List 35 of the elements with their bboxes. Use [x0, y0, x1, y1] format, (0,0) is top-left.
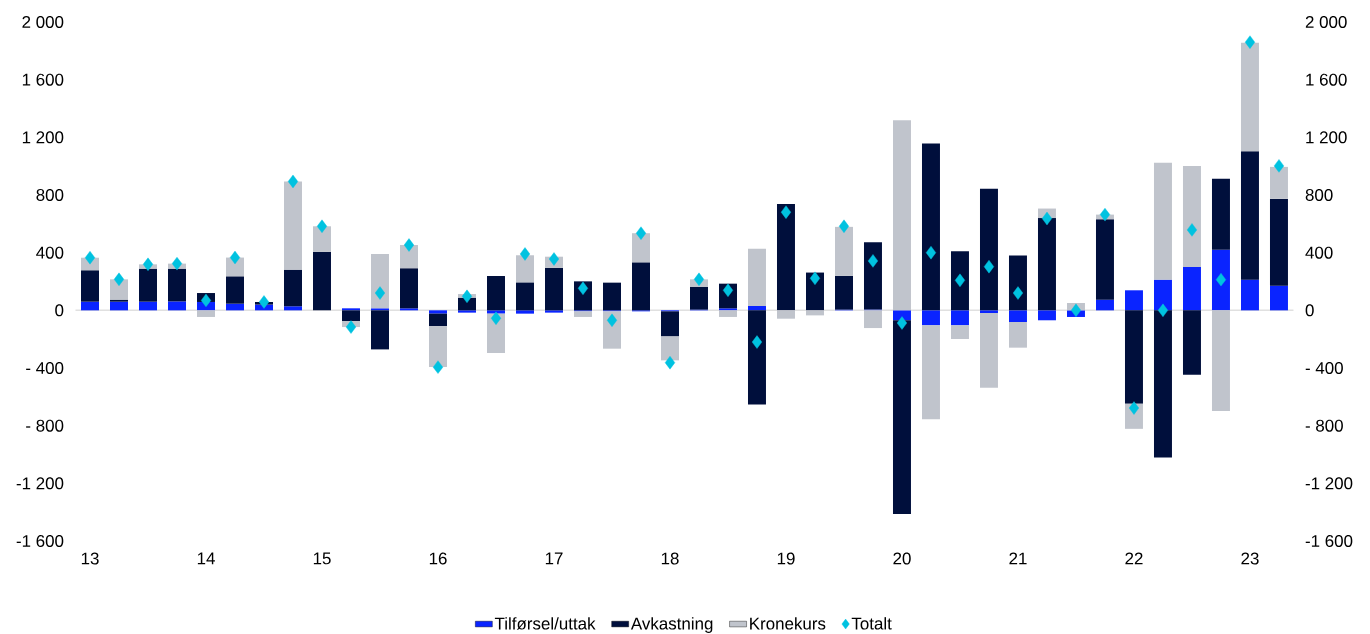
y2-tick-label: - 400	[1305, 362, 1343, 374]
x-tick-label: 22	[1125, 552, 1143, 565]
y2-tick-label: -1 600	[1305, 535, 1353, 547]
legend-label: Tilførsel/uttak	[494, 617, 596, 630]
y2-tick-label: 800	[1305, 189, 1333, 201]
y-tick-label: 800	[36, 189, 64, 201]
x-tick-label: 13	[81, 552, 99, 565]
y-tick-label: 400	[36, 246, 64, 259]
y-tick-label: -1 200	[16, 477, 64, 490]
x-tick-label: 19	[777, 552, 795, 565]
y-tick-label: - 800	[26, 419, 64, 432]
x-tick-label: 21	[1009, 552, 1027, 565]
legend-label: Avkastning	[630, 617, 713, 633]
x-tick-label: 18	[661, 552, 679, 565]
y2-tick-label: 2 000	[1305, 16, 1347, 28]
x-tick-label: 14	[197, 552, 215, 565]
y-tick-label: -1 600	[16, 535, 64, 547]
x-tick-label: 17	[545, 552, 563, 565]
y2-tick-label: 1 200	[1306, 131, 1347, 144]
y2-tick-label: - 800	[1305, 419, 1343, 432]
y-tick-label: 2 000	[22, 16, 64, 28]
y2-tick-label: 0	[1305, 304, 1314, 317]
x-tick-label: 16	[429, 552, 447, 565]
y-tick-label: 1 600	[22, 73, 64, 86]
y-tick-label: - 400	[26, 362, 64, 374]
x-tick-label: 15	[313, 552, 331, 565]
y2-tick-label: -1 200	[1305, 477, 1353, 490]
x-tick-label: 23	[1241, 552, 1259, 565]
y-tick-label: 1 200	[22, 131, 64, 144]
legend-label: Totalt	[851, 617, 892, 630]
y-tick-label: 0	[55, 304, 64, 317]
y2-tick-label: 1 600	[1306, 73, 1347, 86]
legend-label: Kronekurs	[750, 617, 826, 630]
y2-tick-label: 400	[1305, 246, 1333, 259]
x-tick-label: 20	[893, 552, 911, 565]
